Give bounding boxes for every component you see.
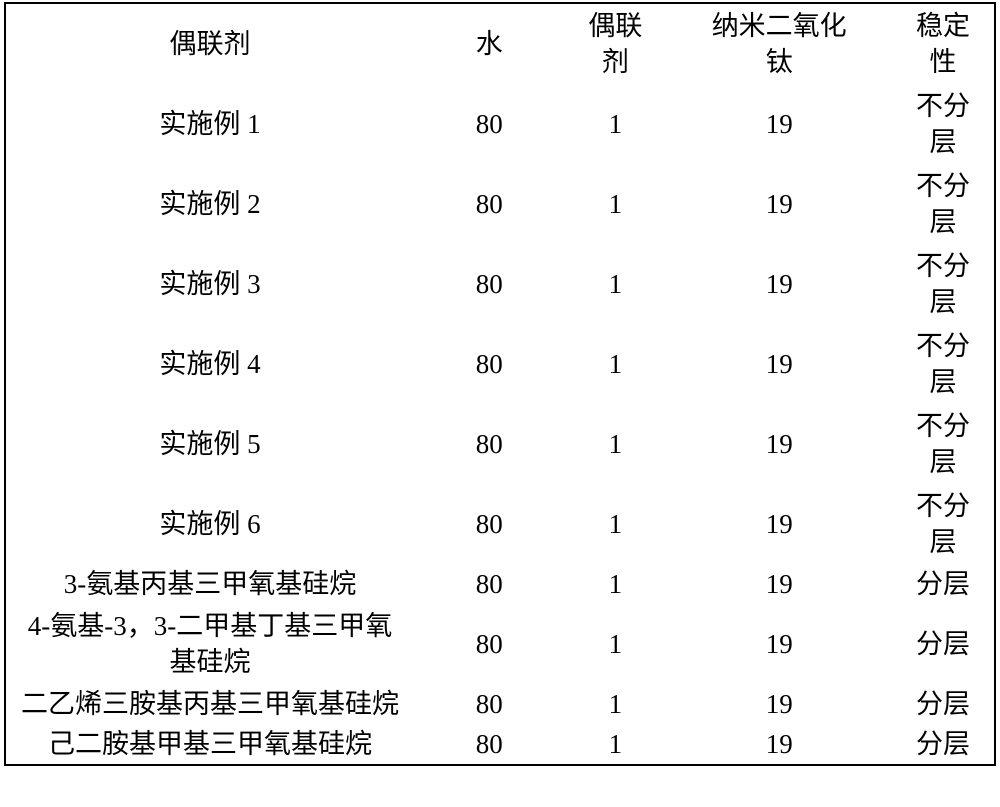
header-water: 水 [414,4,564,84]
cell-agent: 实施例 3 [6,244,414,324]
table-row: 实施例 4 80 1 19 不分 层 [6,324,994,404]
cell-coupling: 1 [564,84,666,164]
coupling-agent-table: 偶联剂 水 偶联 剂 纳米二氧化 钛 稳定 性 [6,4,994,764]
cell-tio2: 19 [666,724,892,764]
cell-coupling: 1 [564,564,666,604]
cell-water: 80 [414,164,564,244]
table-row: 实施例 5 80 1 19 不分 层 [6,404,994,484]
table-row: 实施例 6 80 1 19 不分 层 [6,484,994,564]
cell-water: 80 [414,84,564,164]
header-agent: 偶联剂 [6,4,414,84]
cell-agent: 实施例 4 [6,324,414,404]
table-row: 实施例 1 80 1 19 不分 层 [6,84,994,164]
cell-stability: 不分 层 [892,164,994,244]
cell-agent: 3-氨基丙基三甲氧基硅烷 [6,564,414,604]
cell-stability: 分层 [892,724,994,764]
table-row: 实施例 2 80 1 19 不分 层 [6,164,994,244]
table-row: 实施例 3 80 1 19 不分 层 [6,244,994,324]
table-row: 4-氨基-3，3-二甲基丁基三甲氧 基硅烷 80 1 19 分层 [6,604,994,684]
cell-water: 80 [414,324,564,404]
cell-stability: 不分 层 [892,404,994,484]
cell-water: 80 [414,564,564,604]
cell-tio2: 19 [666,244,892,324]
cell-tio2: 19 [666,564,892,604]
cell-stability: 分层 [892,684,994,724]
cell-agent: 4-氨基-3，3-二甲基丁基三甲氧 基硅烷 [6,604,414,684]
cell-stability: 不分 层 [892,84,994,164]
cell-agent: 实施例 6 [6,484,414,564]
cell-agent: 二乙烯三胺基丙基三甲氧基硅烷 [6,684,414,724]
cell-coupling: 1 [564,324,666,404]
cell-coupling: 1 [564,244,666,324]
cell-stability: 分层 [892,564,994,604]
table-header-row: 偶联剂 水 偶联 剂 纳米二氧化 钛 稳定 性 [6,4,994,84]
header-stability-text: 稳定 性 [916,8,970,81]
cell-agent: 实施例 5 [6,404,414,484]
cell-water: 80 [414,604,564,684]
data-table: 偶联剂 水 偶联 剂 纳米二氧化 钛 稳定 性 [4,2,996,766]
cell-stability: 不分 层 [892,324,994,404]
cell-agent: 己二胺基甲基三甲氧基硅烷 [6,724,414,764]
cell-water: 80 [414,724,564,764]
header-tio2: 纳米二氧化 钛 [666,4,892,84]
cell-tio2: 19 [666,324,892,404]
cell-tio2: 19 [666,84,892,164]
cell-water: 80 [414,404,564,484]
cell-agent: 实施例 2 [6,164,414,244]
cell-stability: 分层 [892,604,994,684]
cell-tio2: 19 [666,604,892,684]
header-water-text: 水 [476,29,503,59]
cell-stability: 不分 层 [892,244,994,324]
cell-coupling: 1 [564,684,666,724]
cell-tio2: 19 [666,404,892,484]
cell-water: 80 [414,244,564,324]
cell-coupling: 1 [564,724,666,764]
cell-stability: 不分 层 [892,484,994,564]
cell-tio2: 19 [666,484,892,564]
cell-coupling: 1 [564,164,666,244]
cell-coupling: 1 [564,484,666,564]
cell-water: 80 [414,684,564,724]
cell-coupling: 1 [564,604,666,684]
cell-tio2: 19 [666,684,892,724]
header-stability: 稳定 性 [892,4,994,84]
header-tio2-text: 纳米二氧化 钛 [712,8,847,81]
table-row: 二乙烯三胺基丙基三甲氧基硅烷 80 1 19 分层 [6,684,994,724]
table-row: 己二胺基甲基三甲氧基硅烷 80 1 19 分层 [6,724,994,764]
header-coupling: 偶联 剂 [564,4,666,84]
cell-agent: 实施例 1 [6,84,414,164]
header-coupling-text: 偶联 剂 [588,8,642,81]
cell-coupling: 1 [564,404,666,484]
header-agent-text: 偶联剂 [170,29,251,59]
table-row: 3-氨基丙基三甲氧基硅烷 80 1 19 分层 [6,564,994,604]
cell-tio2: 19 [666,164,892,244]
cell-water: 80 [414,484,564,564]
